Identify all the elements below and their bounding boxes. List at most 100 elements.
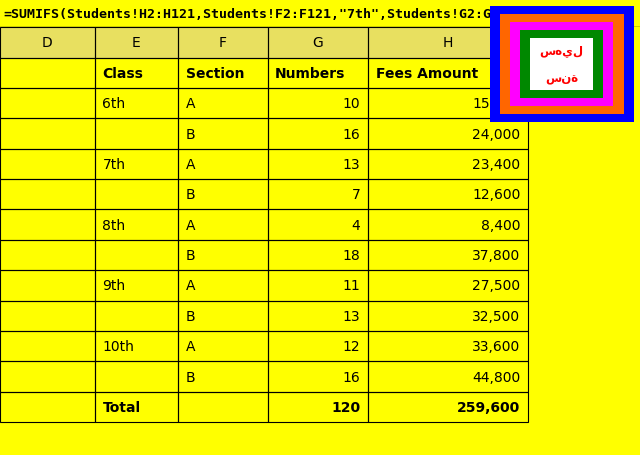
Text: 32,500: 32,500 [472, 309, 520, 323]
Bar [368, 180, 528, 210]
Bar [0, 119, 95, 149]
Bar [95, 301, 178, 331]
Bar [178, 210, 268, 240]
Bar [520, 31, 604, 98]
Bar [0, 89, 95, 119]
Text: 4: 4 [351, 218, 360, 232]
Text: 13: 13 [342, 309, 360, 323]
Bar [0, 59, 95, 89]
Bar [268, 362, 368, 392]
Bar [95, 149, 178, 180]
Bar [95, 210, 178, 240]
Bar [0, 119, 95, 149]
Bar [95, 240, 178, 271]
Text: سهيل: سهيل [540, 45, 584, 57]
Text: 44,800: 44,800 [472, 370, 520, 384]
Text: =SUMIFS(Students!H2:H121,Students!F2:F121,"7th",Students!G2:G121,"A"): =SUMIFS(Students!H2:H121,Students!F2:F12… [3, 8, 556, 20]
Bar [95, 331, 178, 362]
Bar [368, 362, 528, 392]
Text: A: A [186, 97, 195, 111]
Bar [368, 59, 528, 89]
Bar [368, 240, 528, 271]
Bar [368, 28, 528, 59]
Bar [178, 180, 268, 210]
Bar [178, 271, 268, 301]
Text: 8,400: 8,400 [481, 218, 520, 232]
Bar [95, 28, 178, 59]
Text: 13: 13 [342, 157, 360, 172]
Bar [178, 210, 268, 240]
Bar [95, 301, 178, 331]
Text: B: B [186, 248, 195, 263]
Bar [95, 119, 178, 149]
Text: 37,800: 37,800 [472, 248, 520, 263]
Bar [178, 240, 268, 271]
Bar [95, 362, 178, 392]
Bar [268, 28, 368, 59]
Bar [178, 331, 268, 362]
Bar [368, 271, 528, 301]
Text: B: B [186, 127, 195, 141]
Bar [95, 59, 178, 89]
Text: 120: 120 [331, 400, 360, 414]
Bar [95, 271, 178, 301]
Bar [0, 301, 95, 331]
Bar [178, 301, 268, 331]
Bar [368, 331, 528, 362]
Text: B: B [186, 370, 195, 384]
Text: 33,600: 33,600 [472, 339, 520, 354]
Bar [268, 149, 368, 180]
Bar [95, 331, 178, 362]
Bar [368, 59, 528, 89]
Bar [95, 240, 178, 271]
Bar [368, 119, 528, 149]
Bar [368, 210, 528, 240]
Bar [0, 301, 95, 331]
Text: 7: 7 [351, 188, 360, 202]
Bar [178, 240, 268, 271]
Text: 10: 10 [342, 97, 360, 111]
Bar [178, 301, 268, 331]
Bar [268, 301, 368, 331]
Bar [95, 210, 178, 240]
Bar [0, 28, 95, 59]
Bar [268, 271, 368, 301]
Bar [0, 180, 95, 210]
Text: Total: Total [102, 400, 141, 414]
Bar [95, 89, 178, 119]
Bar [368, 89, 528, 119]
Bar [178, 362, 268, 392]
Bar [268, 149, 368, 180]
Bar [178, 149, 268, 180]
Text: 11: 11 [342, 279, 360, 293]
Bar [0, 149, 95, 180]
Bar [268, 362, 368, 392]
Bar [268, 392, 368, 422]
Text: E: E [132, 36, 141, 51]
Bar [368, 119, 528, 149]
Bar [268, 180, 368, 210]
Bar [178, 271, 268, 301]
Bar [268, 392, 368, 422]
Bar [178, 28, 268, 59]
Text: A: A [186, 279, 195, 293]
Bar [95, 119, 178, 149]
Bar [0, 149, 95, 180]
Bar [268, 210, 368, 240]
Bar [0, 210, 95, 240]
Bar [500, 15, 623, 115]
Bar [368, 89, 528, 119]
Bar [368, 180, 528, 210]
Bar [95, 362, 178, 392]
Text: D: D [42, 36, 52, 51]
Text: Fees Amount: Fees Amount [376, 67, 478, 81]
Bar [0, 331, 95, 362]
Bar [0, 331, 95, 362]
Bar [268, 271, 368, 301]
Text: Section: Section [186, 67, 244, 81]
Bar [178, 180, 268, 210]
Bar [510, 23, 614, 106]
Bar [0, 89, 95, 119]
Text: 259,600: 259,600 [457, 400, 520, 414]
Text: B: B [186, 188, 195, 202]
